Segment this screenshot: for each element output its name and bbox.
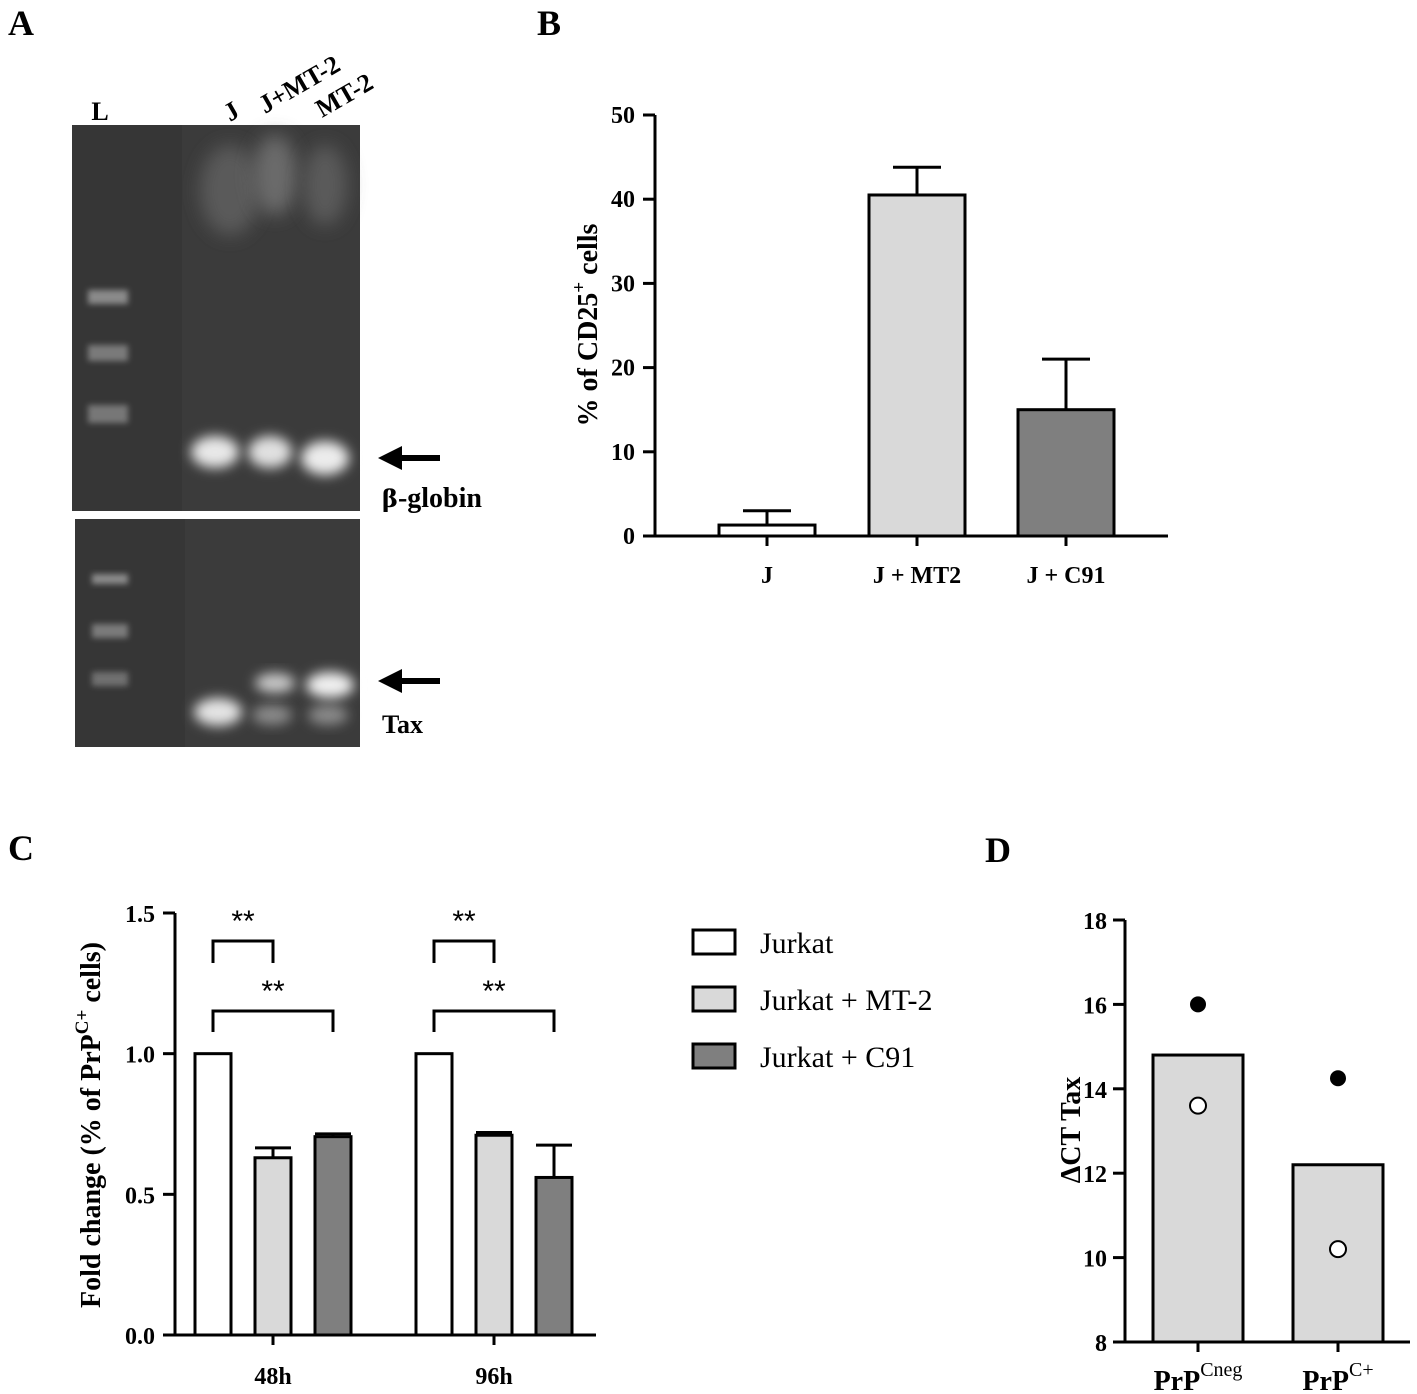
panel-b-letter: B <box>537 3 561 43</box>
panel-c: C 0.0 0.5 1.0 1.5 48h 96h ** ** ** ** Fold change… <box>8 828 932 1390</box>
chart-b-ytick-label: 10 <box>611 440 635 466</box>
chart-d-xtick-label: PrPC+ <box>1302 1359 1373 1394</box>
chart-d-point-filled <box>1190 996 1206 1013</box>
panel-a: A L J J+MT-2 MT-2 <box>8 3 482 747</box>
chart-c-bar <box>253 1156 293 1337</box>
chart-d-ylabel: ΔCT Tax <box>1056 1077 1087 1184</box>
chart-b-ytick-label: 20 <box>611 356 635 382</box>
chart-d-ytick-label: 18 <box>1083 909 1107 935</box>
chart-b: 0 10 20 30 40 50 J J + MT2 J + C91 <box>611 103 1168 589</box>
chart-d-xtick-label: PrPCneg <box>1154 1359 1243 1394</box>
chart-c-ytick-label: 0.5 <box>125 1183 155 1209</box>
chart-d-bar <box>1151 1053 1245 1344</box>
chart-c-ytick-label: 0.0 <box>125 1324 155 1350</box>
chart-b-bar <box>717 523 817 538</box>
chart-d-ytick-label: 12 <box>1083 1162 1107 1188</box>
chart-d-point-open <box>1189 1096 1207 1115</box>
chart-b-ytick-label: 30 <box>611 271 635 297</box>
panel-d-letter: D <box>985 830 1011 870</box>
chart-c-sig-bracket <box>432 1009 556 1032</box>
chart-c: 0.0 0.5 1.0 1.5 48h 96h ** ** ** ** <box>125 902 596 1390</box>
chart-c-legend: Jurkat Jurkat + MT-2 Jurkat + C91 <box>691 927 932 1074</box>
chart-d-ytick-label: 10 <box>1083 1247 1107 1273</box>
chart-c-ytick-label: 1.5 <box>125 902 155 928</box>
chart-c-sig-label: ** <box>261 975 285 1008</box>
chart-c-xtick-label: 48h <box>254 1364 291 1390</box>
chart-c-bar <box>534 1175 574 1337</box>
gel-beta-globin <box>72 125 360 511</box>
gel-tax <box>75 519 360 747</box>
chart-c-bar <box>313 1135 353 1337</box>
chart-d-ytick-label: 14 <box>1083 1078 1107 1104</box>
chart-c-legend-label: Jurkat + C91 <box>760 1041 915 1074</box>
chart-b-xtick-label: J <box>761 563 773 589</box>
chart-c-legend-label: Jurkat <box>760 927 834 960</box>
panel-c-letter: C <box>8 828 34 868</box>
chart-b-ytick-label: 0 <box>623 524 635 550</box>
chart-c-bar <box>414 1052 454 1337</box>
chart-c-bar <box>474 1133 514 1337</box>
chart-d-ytick-label: 16 <box>1083 993 1107 1019</box>
label-tax: Tax <box>382 710 423 739</box>
chart-b-ytick-label: 40 <box>611 187 635 213</box>
chart-d: 8 10 12 14 16 18 PrPCneg PrPC+ <box>1083 909 1410 1394</box>
chart-b-ytick-label: 50 <box>611 103 635 129</box>
chart-c-sig-bracket <box>211 1009 335 1032</box>
chart-c-legend-swatch <box>691 985 737 1013</box>
chart-c-xtick-label: 96h <box>475 1364 512 1390</box>
chart-d-point-open <box>1329 1240 1347 1259</box>
chart-c-sig-label: ** <box>482 975 506 1008</box>
chart-b-xtick-label: J + C91 <box>1026 563 1105 589</box>
chart-b-xtick-label: J + MT2 <box>873 563 961 589</box>
chart-c-sig-bracket <box>432 939 496 963</box>
arrow-beta-globin <box>378 446 440 470</box>
chart-c-sig-bracket <box>211 939 275 963</box>
arrow-tax <box>378 669 440 693</box>
chart-c-sig-label: ** <box>231 905 255 938</box>
chart-b-ylabel: % of CD25+ cells <box>569 223 604 426</box>
chart-b-bar <box>1016 408 1116 538</box>
chart-c-ytick-label: 1.0 <box>125 1043 155 1069</box>
chart-c-sig-label: ** <box>452 905 476 938</box>
chart-c-legend-swatch <box>691 1042 737 1070</box>
panel-d: D 8 10 12 14 16 18 PrPCneg PrPC+ ΔCT Tax <box>985 830 1410 1394</box>
label-beta-globin: β-globin <box>382 483 482 514</box>
lane-label-j: J <box>219 96 245 128</box>
panel-a-letter: A <box>8 3 34 43</box>
chart-d-point-filled <box>1330 1070 1346 1087</box>
chart-c-ylabel: Fold change (% of PrPC+ cells) <box>72 942 107 1308</box>
chart-d-ytick-label: 8 <box>1095 1331 1107 1357</box>
chart-c-legend-label: Jurkat + MT-2 <box>760 984 932 1017</box>
chart-c-legend-swatch <box>691 928 737 956</box>
lane-label-l: L <box>91 97 108 126</box>
chart-b-bar <box>867 193 967 538</box>
panel-b: B 0 10 20 30 40 50 J J + MT2 J + C91 % of CD25+ … <box>537 3 1168 589</box>
chart-c-bar <box>193 1052 233 1337</box>
